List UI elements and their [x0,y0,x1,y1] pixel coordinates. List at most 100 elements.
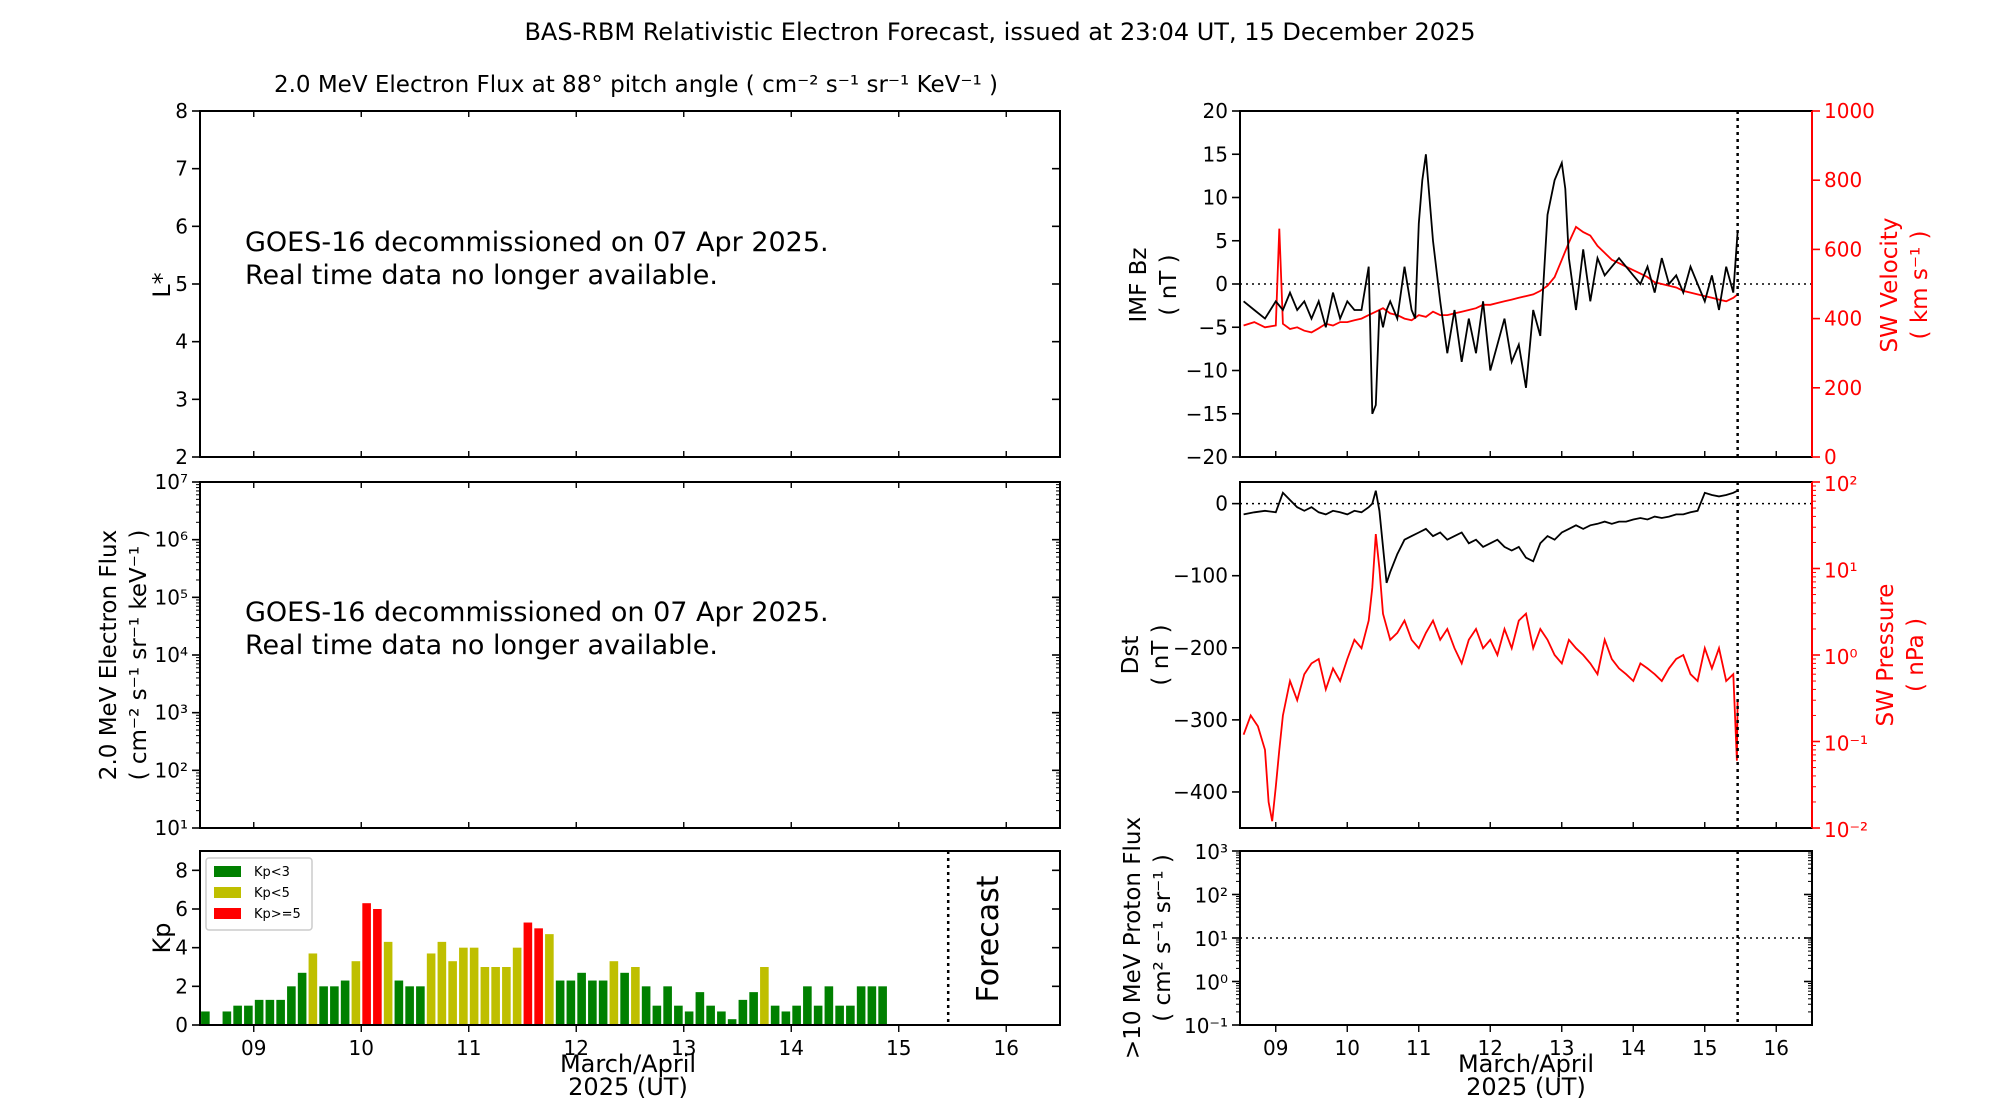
kp-bar [297,972,307,1025]
lstar-y-tick-label: 5 [175,272,188,296]
kp-bar [201,1011,210,1025]
proton-x-tick-label: 13 [1549,1036,1574,1060]
imf-y-tick-label: 10 [1203,186,1228,210]
kp-legend-swatch-red [214,908,241,919]
proton-x-tick-label: 11 [1406,1036,1431,1060]
kp-y-label: Kp [148,923,176,954]
kp-bar [738,999,748,1025]
kp-bar [867,986,877,1025]
kp-bar [824,986,834,1025]
proton-y-tick-label: 10¹ [1195,927,1228,951]
kp-bar [577,972,586,1025]
dst-plot-frame [1239,481,1813,829]
lstar-y-tick-label: 6 [175,214,188,238]
dst-y-label-right-line1: SW Pressure [1873,584,1899,727]
kp-bar [319,986,328,1025]
kp-bar [287,986,296,1025]
kp-y-tick-label: 8 [175,858,188,882]
dst-y-tick-label-right: 10⁻¹ [1824,732,1868,756]
proton-y-tick-label: 10³ [1195,840,1228,864]
kp-y-tick-label: 4 [175,936,188,960]
kp-bar [491,967,500,1025]
goes-flux-y-label-line1: 2.0 MeV Electron Flux [96,530,122,780]
imf-y-tick-label-right: 200 [1824,376,1862,400]
kp-bar [878,986,887,1025]
dst-y-tick-label-right: 10² [1824,472,1857,496]
imf-y-tick-label-right: 1000 [1824,99,1875,123]
kp-bar [727,1019,737,1025]
kp-y-tick-label: 0 [175,1013,188,1037]
kp-x-tick-label: 14 [779,1036,804,1060]
imf-y-tick-label: 15 [1203,142,1228,166]
kp-bar [846,1005,855,1025]
kp-bar [545,934,554,1025]
figure-title: BAS-RBM Relativistic Electron Forecast, … [524,18,1475,46]
kp-bar [760,967,769,1025]
sw-velocity-line [1243,225,1739,334]
kp-bar [244,1005,253,1025]
goes-y-tick-label: 10⁷ [155,470,188,494]
imf-y-label-left-line1: IMF Bz [1126,247,1152,322]
kp-bar [813,1005,823,1025]
dst-y-label-right-line2: ( nPa ) [1903,618,1929,692]
goes-y-tick-label: 10⁵ [155,585,188,609]
goes-y-tick-label: 10³ [155,701,188,725]
kp-bar [674,1005,683,1025]
kp-panel: Forecast 0 2 4 6 8 09 10 11 12 13 14 15 16 Kp March/… [148,850,1061,1100]
kp-legend-label-green: Kp<3 [254,865,290,880]
kp-bar [598,980,608,1025]
proton-y-label-line1: >10 MeV Proton Flux [1120,817,1146,1059]
kp-plot-frame [199,850,1061,1026]
imf-y-tick-label: −5 [1199,315,1228,339]
kp-bar [706,1005,715,1025]
kp-legend-label-yellow: Kp<5 [254,886,290,901]
kp-legend-label-red: Kp>=5 [254,907,301,922]
lstar-y-label: L* [148,272,176,297]
proton-y-tick-label: 10² [1195,884,1228,908]
dst-y-tick-label: −400 [1173,780,1228,804]
kp-x-tick-label: 13 [671,1036,696,1060]
kp-forecast-label: Forecast [971,875,1006,1002]
imf-y-tick-label: −20 [1186,445,1228,469]
kp-bar [426,953,436,1025]
kp-bar [835,1005,844,1025]
kp-bar [609,961,619,1025]
kp-bar [233,1005,242,1025]
imf-bz-line [1243,154,1739,415]
kp-bar [523,922,533,1025]
dst-y-tick-label: −200 [1173,636,1228,660]
proton-x-label-line1: March/April [1458,1050,1594,1078]
proton-x-tick-label: 14 [1621,1036,1646,1060]
kp-bar [405,986,414,1025]
kp-x-tick-label: 16 [994,1036,1019,1060]
lstar-y-tick-label: 7 [175,157,188,181]
dst-line [1243,489,1738,584]
kp-bar [684,1011,694,1025]
kp-bar [555,980,565,1025]
goes-flux-y-label-line2: ( cm⁻² s⁻¹ sr⁻¹ keV⁻¹ ) [126,530,152,781]
imf-y-tick-label: −10 [1186,359,1228,383]
kp-bar [717,1011,726,1025]
imf-y-tick-label: 5 [1215,229,1228,253]
goes-y-tick-label: 10¹ [155,816,188,840]
dst-y-tick-label-right: 10⁻² [1824,818,1868,842]
kp-bar [222,1011,232,1025]
kp-bar [459,947,468,1025]
kp-bar [373,909,382,1025]
kp-bar [534,928,543,1025]
kp-bar [416,986,425,1025]
kp-legend: Kp<3 Kp<5 Kp>=5 [205,857,313,931]
kp-x-tick-label: 09 [241,1036,266,1060]
imf-y-tick-label: 0 [1215,272,1228,296]
goes-y-tick-label: 10⁶ [155,528,188,552]
kp-bar [362,903,371,1025]
sw-pressure-line [1242,534,1739,822]
dst-y-tick-label-right: 10⁰ [1824,645,1857,669]
kp-bar [254,999,264,1025]
proton-x-tick-label: 16 [1764,1036,1789,1060]
imf-y-tick-label-right: 800 [1824,168,1862,192]
lstar-message-line2: Real time data no longer available. [245,260,718,291]
kp-bar [856,986,866,1025]
